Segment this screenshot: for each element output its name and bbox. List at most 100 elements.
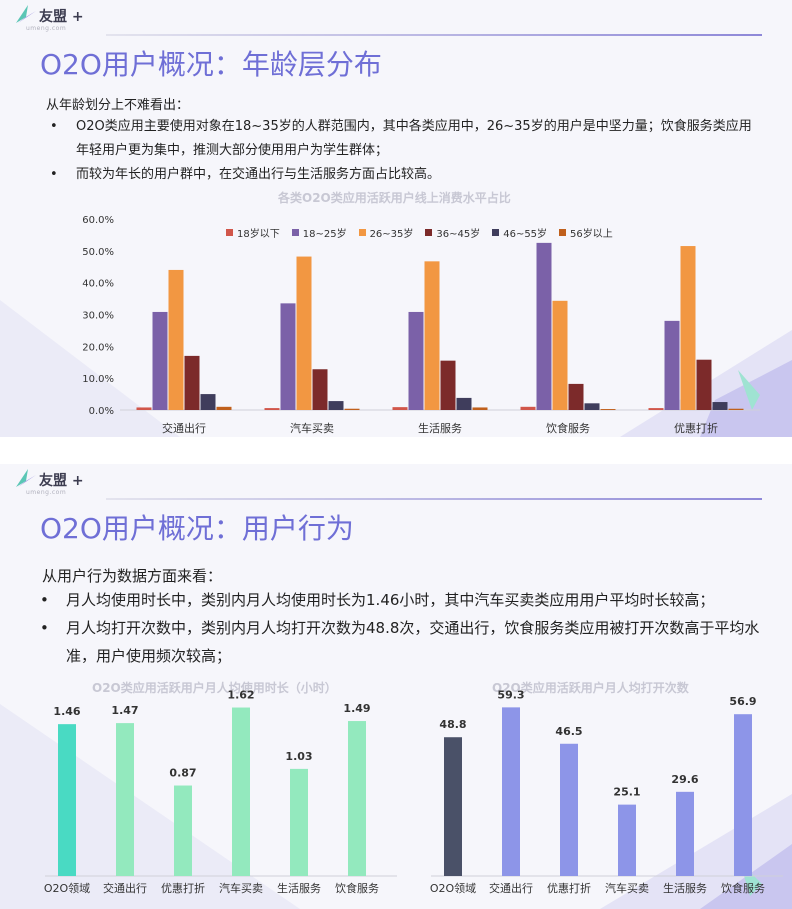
x-category-label: 生活服务 <box>663 881 707 895</box>
bar <box>348 721 366 876</box>
logo-domain: umeng.com <box>26 25 67 32</box>
leaf-icon <box>16 469 36 487</box>
data-label: 46.5 <box>555 725 582 738</box>
bar <box>444 737 462 876</box>
y-tick-label: 20.0% <box>82 342 114 353</box>
data-label: 1.49 <box>343 702 370 715</box>
bullet-item: • 月人均使用时长中，类别内月人均使用时长为1.46小时，其中汽车买卖类应用用户… <box>40 586 766 614</box>
bar <box>728 408 744 410</box>
y-tick-label: 50.0% <box>82 247 114 258</box>
bar <box>502 707 520 876</box>
x-category-label: 交通出行 <box>162 421 206 435</box>
bar <box>696 359 712 410</box>
x-category-label: 生活服务 <box>277 881 321 895</box>
bar <box>734 714 752 876</box>
bar <box>232 707 250 876</box>
data-label: 48.8 <box>439 718 466 731</box>
bullet-dot: • <box>50 167 58 182</box>
legend-item: 26~35岁 <box>358 225 414 240</box>
page-title: O2O用户概况：年龄层分布 <box>40 48 382 81</box>
bar <box>440 360 456 410</box>
data-label: 25.1 <box>613 786 640 799</box>
bar <box>116 723 134 876</box>
bar <box>552 300 568 410</box>
x-category-label: O2O领域 <box>430 882 476 895</box>
bar <box>168 269 184 410</box>
logo-name: 友盟 + <box>39 473 84 489</box>
bullet-dot: • <box>40 619 49 637</box>
bar <box>618 804 636 876</box>
leaf-icon <box>16 5 36 23</box>
bar <box>290 768 308 876</box>
usage-duration-chart: 1.46 O2O领域 1.47 交通出行 0.87 优惠打折 1.62 汽车买卖 1.03 生活服… <box>44 689 397 895</box>
bar <box>680 246 696 410</box>
legend-label: 18~25岁 <box>302 229 347 240</box>
legend-item: 36~45岁 <box>425 225 480 240</box>
y-tick-label: 30.0% <box>82 311 114 322</box>
data-label: 56.9 <box>729 695 756 708</box>
bar <box>58 724 76 876</box>
legend-swatch <box>226 229 233 236</box>
chart-title: 各类O2O类应用活跃用户线上消费水平占比 <box>278 191 511 205</box>
bullet-text: 月人均使用时长中，类别内月人均使用时长为1.46小时，其中汽车买卖类应用用户平均… <box>66 591 715 609</box>
bar <box>392 407 408 410</box>
data-label: 0.87 <box>169 767 196 780</box>
y-tick-label: 40.0% <box>82 279 114 290</box>
legend-swatch <box>291 229 299 236</box>
umeng-logo: 友盟 + umeng.com <box>14 467 104 496</box>
legend-swatch <box>425 229 433 236</box>
bar <box>200 394 216 410</box>
legend-item: 46~55岁 <box>492 225 547 240</box>
x-category-label: 汽车买卖 <box>290 421 334 435</box>
bullet-text: O2O类应用主要使用对象在18~35岁的人群范围内，其中各类应用中，26~35岁… <box>76 119 752 158</box>
x-category-label: 优惠打折 <box>161 881 205 895</box>
header-divider <box>106 498 762 500</box>
bar <box>456 397 472 410</box>
data-label: 1.62 <box>227 689 254 702</box>
x-category-label: 汽车买卖 <box>219 881 263 895</box>
x-category-label: O2O领域 <box>44 882 90 895</box>
legend-label: 26~35岁 <box>369 229 414 240</box>
slide-age-distribution: 友盟 + umeng.com O2O用户概况：年龄层分布 从年龄划分上不难看出：… <box>0 0 792 437</box>
header-divider <box>106 34 762 36</box>
page-title: O2O用户概况：用户行为 <box>40 512 354 545</box>
legend-item: 18岁以下 <box>226 225 280 240</box>
x-category-label: 交通出行 <box>489 881 533 895</box>
data-label: 29.6 <box>671 773 698 786</box>
bar <box>472 407 488 410</box>
bar <box>408 311 424 410</box>
bullet-item: • O2O类应用主要使用对象在18~35岁的人群范围内，其中各类应用中，26~3… <box>50 115 756 163</box>
bullet-item: • 月人均打开次数中，类别内月人均打开次数为48.8次，交通出行，饮食服务类应用… <box>40 614 766 670</box>
x-category-label: 优惠打折 <box>674 421 718 435</box>
y-tick-label: 0.0% <box>89 406 114 417</box>
bar <box>152 311 168 410</box>
legend-label: 56岁以上 <box>570 229 613 240</box>
logo-domain: umeng.com <box>26 489 67 496</box>
bar <box>584 403 600 410</box>
bar <box>344 408 360 410</box>
legend-item: 56岁以上 <box>559 225 613 240</box>
bar <box>600 409 616 410</box>
bar <box>712 402 728 410</box>
intro-text: 从年龄划分上不难看出： <box>46 98 190 113</box>
open-count-chart: 48.8 O2O领域 59.3 交通出行 46.5 优惠打折 25.1 汽车买卖 29.6 生活服… <box>430 688 783 895</box>
bar <box>536 242 552 410</box>
x-category-label: 饮食服务 <box>721 881 765 895</box>
legend-swatch <box>559 229 567 236</box>
chart-title: O2O类应用活跃用户月人均使用时长（小时） <box>92 681 337 695</box>
bullet-dot: • <box>50 119 58 134</box>
bar <box>184 355 200 410</box>
data-label: 1.46 <box>53 705 80 718</box>
legend-item: 18~25岁 <box>291 225 347 240</box>
legend-swatch <box>358 229 366 236</box>
age-distribution-chart: 0.0% 10.0% 20.0% 30.0% 40.0% 50.0% 60.0% 交通出行 汽车… <box>82 215 760 435</box>
bar <box>328 401 344 410</box>
bar <box>136 407 152 410</box>
bar <box>664 320 680 410</box>
bar <box>424 261 440 410</box>
bar <box>676 791 694 876</box>
data-label: 1.47 <box>111 704 138 717</box>
legend-swatch <box>492 229 500 236</box>
bar <box>520 406 536 410</box>
bullet-dot: • <box>40 591 49 609</box>
